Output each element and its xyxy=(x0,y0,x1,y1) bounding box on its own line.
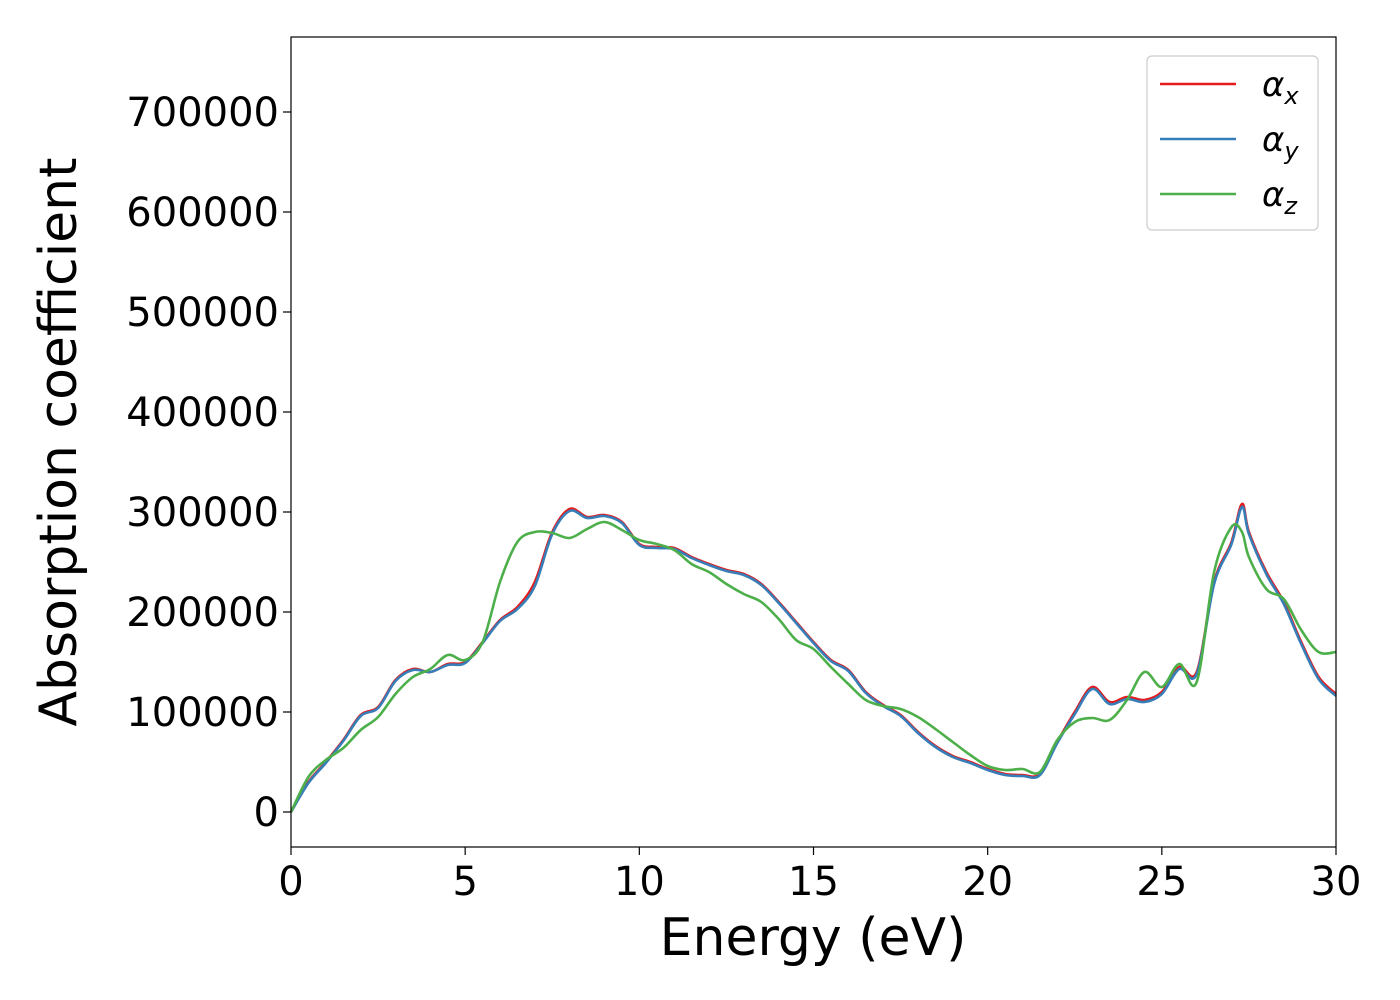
y-tick-label: 500000 xyxy=(126,290,279,336)
y-tick-label: 200000 xyxy=(126,590,279,636)
x-axis-label: Energy (eV) xyxy=(660,908,967,968)
series-line-y xyxy=(289,505,1337,813)
x-ticks: 0 5 10 15 20 25 30 xyxy=(278,847,1361,905)
y-tick-label: 0 xyxy=(254,790,279,836)
x-tick-label: 20 xyxy=(962,859,1013,905)
legend-label-y: αy xyxy=(1262,120,1299,165)
x-tick-label: 5 xyxy=(452,859,477,905)
x-tick-label: 10 xyxy=(614,859,665,905)
y-tick-label: 300000 xyxy=(126,490,279,536)
y-tick-label: 400000 xyxy=(126,390,279,436)
y-tick-label: 700000 xyxy=(126,90,279,136)
x-tick-label: 30 xyxy=(1311,859,1362,905)
legend-box xyxy=(1146,55,1319,231)
legend-label-z: αz xyxy=(1262,175,1298,220)
legend: αx αy αz xyxy=(1146,55,1319,231)
x-tick-label: 25 xyxy=(1136,859,1187,905)
y-axis-label: Absorption coefficient xyxy=(29,157,89,726)
plot-frame xyxy=(290,36,1337,848)
x-tick-label: 0 xyxy=(278,859,303,905)
x-tick-label: 15 xyxy=(788,859,839,905)
series-layer xyxy=(289,502,1337,813)
series-line-z xyxy=(289,520,1337,813)
y-tick-label: 100000 xyxy=(126,690,279,736)
y-ticks: 0 100000 200000 300000 400000 500000 600000 700… xyxy=(126,90,291,836)
y-tick-label: 600000 xyxy=(126,190,279,236)
legend-label-x: αx xyxy=(1262,65,1299,110)
